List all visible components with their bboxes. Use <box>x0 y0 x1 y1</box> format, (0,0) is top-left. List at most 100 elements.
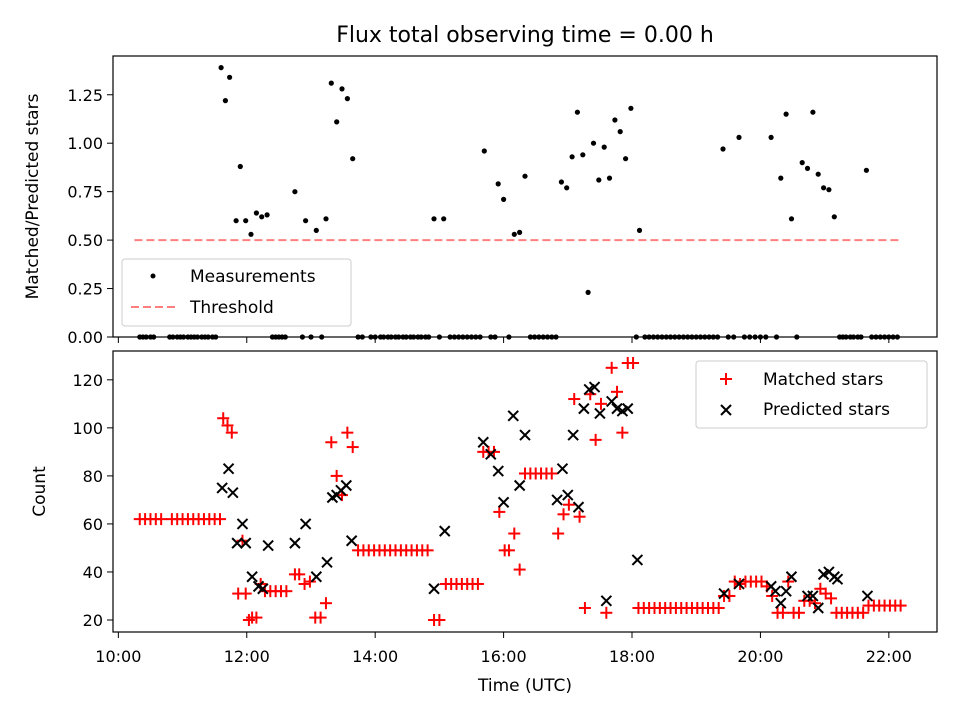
measurement-point <box>569 154 575 160</box>
predicted-star-point <box>485 448 497 460</box>
top-y-tick-label: 0.25 <box>67 280 103 299</box>
matched-star-point <box>557 508 570 521</box>
measurement-point <box>831 214 837 220</box>
matched-star-point <box>293 568 306 581</box>
predicted-star-point <box>785 571 798 583</box>
matched-star-point <box>221 419 234 432</box>
predicted-star-point <box>733 578 745 590</box>
matched-star-point <box>330 469 343 482</box>
measurement-point <box>237 163 243 170</box>
predicted-star-point <box>345 535 358 547</box>
predicted-star-point <box>622 402 634 415</box>
measurement-point <box>720 146 726 152</box>
measurement-point <box>253 210 259 216</box>
measurement-point <box>292 189 298 195</box>
measurement-point <box>328 80 334 86</box>
measurement-point <box>441 216 447 222</box>
legend-matched-label: Matched stars <box>763 370 883 390</box>
matched-star-point <box>611 385 624 398</box>
top-plot-frame <box>112 55 938 338</box>
matched-star-point <box>471 577 484 590</box>
top-legend: Measurements Threshold <box>121 258 352 327</box>
x-tick-label: 10:00 <box>95 647 141 666</box>
matched-star-point <box>298 577 311 590</box>
matched-star-point <box>341 426 354 439</box>
bottom-axis-ticks: 20 40 60 80 100 120 10:00 12:00 14:00 16:00 18:00 2… <box>72 371 911 666</box>
predicted-star-point <box>812 602 824 614</box>
predicted-star-point <box>631 554 644 566</box>
predicted-star-point <box>236 518 249 530</box>
predicted-star-point <box>551 494 563 506</box>
matched-star-point <box>250 611 263 624</box>
measurement-point <box>522 173 528 179</box>
predicted-star-point <box>567 429 579 441</box>
measurement-point <box>501 196 507 202</box>
measurement-point <box>596 177 602 183</box>
measurement-point <box>222 98 228 104</box>
measurement-point <box>303 218 309 224</box>
predicted-star-point <box>831 573 844 585</box>
matched-star-point <box>562 498 575 511</box>
matched-star-point <box>433 613 446 626</box>
matched-star-point <box>605 361 618 374</box>
measurement-point <box>636 227 643 233</box>
measurement-point <box>218 65 224 71</box>
legend-threshold-label: Threshold <box>189 298 274 318</box>
bottom-legend-box <box>695 360 928 429</box>
legend-predicted-label: Predicted stars <box>763 400 890 420</box>
bottom-y-tick-label: 20 <box>83 611 103 630</box>
matched-star-point <box>712 601 725 614</box>
measurement-point <box>826 187 832 193</box>
measurement-point <box>623 156 629 162</box>
measurement-point <box>788 216 795 222</box>
predicted-star-point <box>492 465 504 477</box>
predicted-star-point <box>321 556 333 569</box>
measurement-point <box>431 216 437 222</box>
measurement-point <box>617 129 623 135</box>
predicted-star-point <box>861 590 874 602</box>
measurement-point <box>768 134 774 140</box>
x-tick-label: 20:00 <box>737 647 783 666</box>
measurement-point <box>783 111 789 117</box>
measurement-point <box>601 144 607 150</box>
measurement-point <box>590 140 597 146</box>
measurement-point <box>558 179 565 185</box>
matched-star-point <box>616 426 629 439</box>
matched-star-point <box>155 513 168 526</box>
x-tick-label: 14:00 <box>352 647 398 666</box>
measurement-point <box>227 74 233 80</box>
measurement-point <box>821 185 827 191</box>
matched-star-point <box>573 510 586 523</box>
x-axis-label: Time (UTC) <box>477 676 572 696</box>
x-tick-label: 22:00 <box>866 647 912 666</box>
top-y-tick-label: 0.00 <box>67 328 103 347</box>
measurement-point <box>863 167 870 173</box>
measurement-point <box>564 185 570 191</box>
measurement-point <box>334 119 340 125</box>
bottom-legend: Matched stars Predicted stars <box>695 360 928 429</box>
predicted-star-point <box>519 429 531 441</box>
matched-star-point <box>314 611 327 624</box>
measurement-point <box>313 227 319 233</box>
bottom-y-tick-label: 40 <box>83 563 103 582</box>
matched-stars-points <box>133 357 907 626</box>
matched-star-point <box>214 513 227 526</box>
bottom-plot-frame <box>112 350 938 633</box>
matched-star-point <box>421 544 434 557</box>
top-y-tick-label: 1.25 <box>67 86 103 105</box>
measurement-point <box>323 216 329 222</box>
measurement-point <box>233 218 239 224</box>
matched-star-point <box>766 589 779 602</box>
predicted-star-point <box>769 585 782 597</box>
measurement-point <box>736 134 742 140</box>
matched-star-point <box>217 412 230 425</box>
x-tick-label: 12:00 <box>224 647 270 666</box>
measurement-point <box>574 109 581 115</box>
predicted-star-point <box>556 462 569 475</box>
matched-star-point <box>225 426 238 439</box>
measurement-point <box>344 96 350 102</box>
matched-star-point <box>782 575 795 588</box>
x-tick-label: 18:00 <box>609 647 655 666</box>
measurement-point <box>495 181 501 187</box>
matched-star-point <box>502 544 515 557</box>
